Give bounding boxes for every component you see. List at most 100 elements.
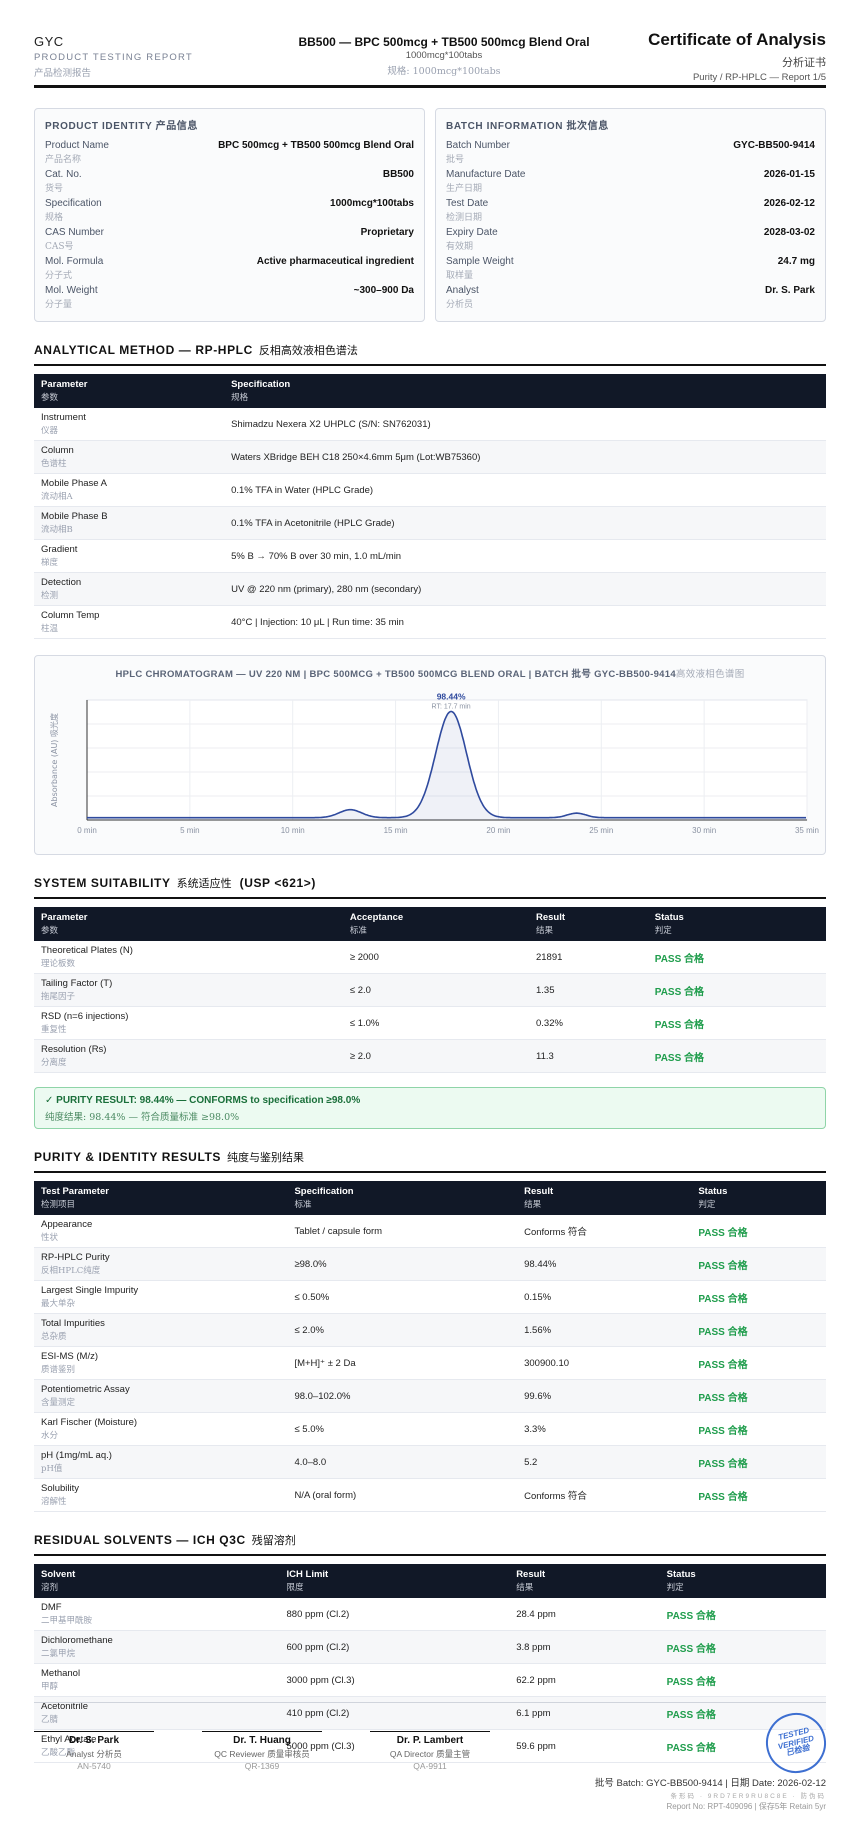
chromatogram-trace: [87, 710, 806, 819]
signature-block: Dr. P. Lambert QA Director 质量主管 QA-9911: [370, 1731, 490, 1771]
parameter-cn: 流动相B: [41, 525, 73, 535]
parameter-cell: Largest Single Impurity 最大单杂: [34, 1280, 288, 1314]
column-header-en: Result: [524, 1186, 554, 1197]
column-header-cn: 标准: [294, 1200, 312, 1210]
parameter-cn: 溶解性: [41, 1497, 67, 1507]
parameter-cn: 反相HPLC纯度: [41, 1266, 101, 1276]
info-value: 1000mcg*100tabs: [330, 198, 414, 209]
parameter-en: RSD (n=6 injections): [41, 1011, 129, 1022]
parameter-en: Total Impurities: [41, 1318, 105, 1329]
result-cell: 300900.10: [517, 1346, 692, 1380]
parameter-cn: 梯度: [41, 558, 59, 568]
parameter-en: Dichloromethane: [41, 1635, 113, 1646]
specification-cell: 0.1% TFA in Water (HPLC Grade): [224, 473, 826, 507]
column-header-cn: 检测项目: [41, 1200, 76, 1210]
parameter-en: Detection: [41, 577, 82, 588]
result-cell: 3.8 ppm: [509, 1630, 660, 1664]
info-label-cn: 分子式: [45, 271, 73, 281]
signer-name: Dr. T. Huang: [233, 1735, 291, 1746]
purity-result-en: ✓ PURITY RESULT: 98.44% — CONFORMS to sp…: [45, 1095, 361, 1106]
parameter-cell: Total Impurities 总杂质: [34, 1313, 288, 1347]
parameter-cn: 二氯甲烷: [41, 1649, 76, 1659]
parameter-en: pH (1mg/mL aq.): [41, 1450, 112, 1461]
info-label-en: Mol. Formula: [45, 256, 104, 267]
info-value: 24.7 mg: [777, 256, 815, 267]
info-label: Product Name 产品名称: [45, 140, 109, 165]
peak-area-label: 98.44%: [437, 691, 466, 701]
parameter-cell: Methanol 甲醇: [34, 1663, 280, 1697]
solvents-section-title: RESIDUAL SOLVENTS — ICH Q3C 残留溶剂: [34, 1532, 826, 1556]
column-header: Result 结果: [528, 907, 648, 941]
info-label: Analyst 分析员: [446, 285, 479, 310]
parameter-cn: 重复性: [41, 1025, 67, 1035]
info-label-en: Mol. Weight: [45, 285, 98, 296]
column-header: Specification 规格: [224, 374, 826, 408]
parameter-cell: Column 色谱柱: [34, 440, 225, 474]
parameter-en: Gradient: [41, 544, 78, 555]
info-row: Mol. Weight 分子量 ~300–900 Da: [45, 285, 414, 314]
table-row: Column Temp 柱温 40°C | Injection: 10 μL | R…: [34, 605, 826, 639]
column-header: Result 结果: [517, 1181, 692, 1215]
parameter-cell: Theoretical Plates (N) 理论板数: [34, 941, 343, 974]
column-header-en: Acceptance: [349, 912, 404, 923]
x-tick-label: 10 min: [281, 826, 305, 835]
parameter-cell: Solubility 溶解性: [34, 1478, 288, 1512]
report-label: PRODUCT TESTING REPORT: [34, 52, 193, 63]
parameter-cell: DMF 二甲基甲酰胺: [34, 1598, 280, 1631]
info-row: Manufacture Date 生产日期 2026-01-15: [446, 169, 815, 198]
signer-name: Dr. P. Lambert: [396, 1735, 464, 1746]
specification-cell: 40°C | Injection: 10 μL | Run time: 35 m…: [224, 605, 826, 639]
info-value: Proprietary: [360, 227, 414, 238]
result-cell: 5.2: [517, 1445, 692, 1479]
info-row: Mol. Formula 分子式 Active pharmaceutical ing…: [45, 256, 414, 285]
info-value: GYC-BB500-9414: [733, 140, 815, 151]
info-value: 2028-03-02: [763, 227, 815, 238]
specification-cell: 600 ppm (Cl.2): [279, 1630, 510, 1664]
info-label-en: CAS Number: [45, 227, 104, 238]
signer-id: AN-5740: [77, 1761, 111, 1771]
info-label-en: Expiry Date: [446, 227, 498, 238]
info-row: Analyst 分析员 Dr. S. Park: [446, 285, 815, 314]
info-row: Batch Number 批号 GYC-BB500-9414: [446, 140, 815, 169]
info-value: BPC 500mcg + TB500 500mcg Blend Oral: [218, 140, 414, 151]
column-header: Test Parameter 检测项目: [34, 1181, 288, 1215]
parameter-en: Ethyl Acetate: [41, 1734, 97, 1745]
signature-line: [370, 1731, 490, 1732]
result-cell: 98.44%: [517, 1247, 692, 1281]
parameter-cell: Mobile Phase A 流动相A: [34, 473, 225, 507]
status-cell: PASS 合格: [691, 1313, 826, 1347]
method-table: Parameter 参数 Specification 规格 Instrument 仪器 S…: [34, 374, 826, 639]
chromatogram-panel: HPLC CHROMATOGRAM — UV 220 NM | BPC 500M…: [34, 655, 826, 855]
table-row: Tailing Factor (T) 拖尾因子 ≤ 2.0 1.35 PASS 合格: [34, 973, 826, 1007]
result-cell: 21891: [528, 941, 648, 974]
parameter-en: Methanol: [41, 1668, 81, 1679]
parameter-en: Mobile Phase B: [41, 511, 108, 522]
specification-cell: 5000 ppm (Cl.3): [279, 1729, 510, 1763]
column-header-cn: 参数: [41, 393, 59, 403]
signer-id: QR-1369: [244, 1761, 280, 1771]
specification-cell: Shimadzu Nexera X2 UHPLC (S/N: SN762031): [224, 408, 826, 441]
x-tick-label: 5 min: [180, 826, 200, 835]
chart-title-en: HPLC CHROMATOGRAM — UV 220 NM | BPC 500M…: [115, 669, 676, 680]
signer-id: QA-9911: [413, 1761, 447, 1771]
info-label-cn: 分析员: [446, 300, 474, 310]
info-label-cn: 取样量: [446, 271, 474, 281]
column-header-en: Solvent: [41, 1569, 76, 1580]
info-label-cn: 检测日期: [446, 213, 483, 223]
parameter-cn: 最大单杂: [41, 1299, 76, 1309]
parameter-cn: pH值: [41, 1464, 63, 1474]
table-row: Theoretical Plates (N) 理论板数 ≥ 2000 21891 PAS…: [34, 941, 826, 974]
column-header-cn: 判定: [698, 1200, 716, 1210]
column-header: Status 判定: [691, 1181, 826, 1215]
table-row: Appearance 性状 Tablet / capsule form Conform…: [34, 1215, 826, 1248]
status-cell: PASS 合格: [659, 1598, 826, 1631]
section-title-en: PURITY & IDENTITY RESULTS: [34, 1150, 222, 1164]
table-row: Mobile Phase A 流动相A 0.1% TFA in Water (HPL…: [34, 473, 826, 507]
column-header: Result 结果: [509, 1564, 660, 1598]
parameter-en: Solubility: [41, 1483, 80, 1494]
parameter-cn: 分离度: [41, 1058, 67, 1068]
column-header: Acceptance 标准: [342, 907, 529, 941]
info-label: Mol. Formula 分子式: [45, 256, 103, 281]
status-cell: PASS 合格: [691, 1478, 826, 1512]
